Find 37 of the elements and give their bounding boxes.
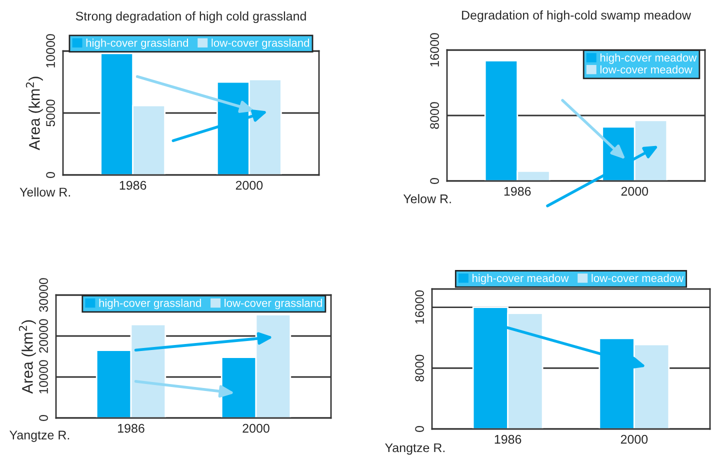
y-tick-label: 8000 bbox=[430, 102, 439, 129]
y-tick-label: 10000 bbox=[46, 34, 55, 68]
y-axis-title: Area (km$^{2}$) bbox=[18, 320, 36, 394]
x-tick-label: 2000 bbox=[236, 180, 263, 190]
chart-title: Strong degradation of high cold grassland bbox=[76, 11, 306, 24]
chart-title: Degradation of high-cold swamp meadow bbox=[462, 10, 692, 22]
y-tick-label: 0 bbox=[415, 426, 424, 432]
legend-label: low-cover grassland bbox=[212, 38, 310, 50]
legend-label: high-cover meadow bbox=[600, 53, 697, 64]
y-tick-label: 16000 bbox=[415, 290, 424, 324]
y-tick-label: 10000 bbox=[39, 360, 48, 394]
y-tick-label: 8000 bbox=[415, 354, 424, 382]
x-tick-label: 1986 bbox=[118, 424, 144, 433]
y-tick-label: 0 bbox=[430, 178, 439, 184]
x-tick-label: 2000 bbox=[242, 424, 270, 433]
y-tick-label: 0 bbox=[46, 172, 55, 178]
legend-label: low-cover meadow bbox=[600, 65, 692, 74]
legend-label: low-cover grassland bbox=[224, 298, 322, 310]
legend-label: low-cover meadow bbox=[592, 274, 684, 282]
x-tick-label: 1986 bbox=[120, 180, 146, 190]
y-tick-label: 20000 bbox=[39, 319, 48, 353]
legend-label: high-cover meadow bbox=[472, 274, 569, 284]
y-axis-title: Area (km$^{2}$) bbox=[26, 76, 43, 150]
y-tick-label: 5000 bbox=[46, 100, 55, 126]
x-axis-title: Yellow R. bbox=[20, 187, 70, 197]
x-tick-label: 1986 bbox=[504, 186, 531, 196]
legend-label: high-cover grassland bbox=[86, 38, 188, 50]
x-axis-title: Yangtze R. bbox=[385, 443, 445, 455]
x-axis-title: Yelow R. bbox=[403, 194, 451, 204]
x-tick-label: 2000 bbox=[621, 186, 648, 196]
y-tick-label: 30000 bbox=[39, 278, 48, 312]
x-tick-label: 2000 bbox=[620, 434, 648, 444]
y-tick-label: 0 bbox=[39, 415, 48, 421]
y-tick-label: 16000 bbox=[430, 33, 439, 66]
x-tick-label: 1986 bbox=[494, 434, 522, 444]
x-axis-title: Yangtze R. bbox=[10, 430, 70, 442]
legend-label: high-cover grassland bbox=[99, 298, 201, 310]
